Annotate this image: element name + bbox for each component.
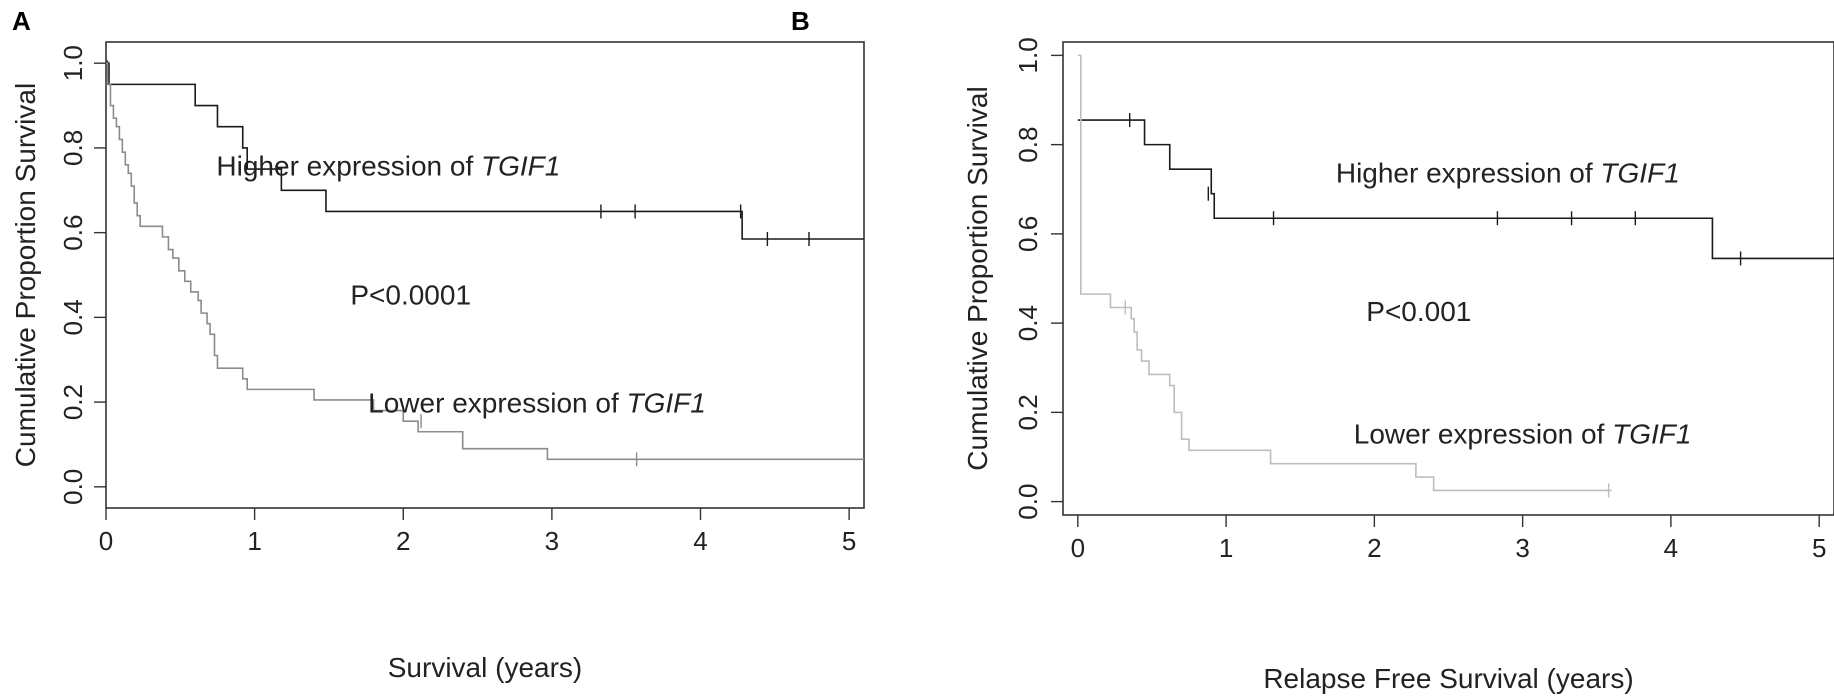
panel-b-x-tick-label: 5 <box>1812 533 1826 563</box>
panel-b-x-tick-label: 4 <box>1664 533 1678 563</box>
panel-b-y-axis-label: Cumulative Proportion Survival <box>962 86 993 470</box>
panel-b-y-tick-label: 1.0 <box>1013 37 1043 73</box>
panel-b-letter: B <box>791 6 810 36</box>
panel-a-series-lower-curve <box>106 62 864 461</box>
panel-a-annotation: Higher expression of TGIF1 <box>216 150 560 181</box>
panel-a-survival-chart: 0 1 2 3 4 5 0.0 0.2 0.4 0.6 0.8 1.0 Survival (years)… <box>10 41 865 683</box>
panel-b-y-tick-label: 0.0 <box>1013 484 1043 520</box>
panel-b-annotation: P<0.001 <box>1366 296 1471 327</box>
panel-a-x-axis-label: Survival (years) <box>388 652 582 683</box>
panel-b-y-tick-label: 0.6 <box>1013 216 1043 252</box>
panel-b-x-tick-label: 3 <box>1515 533 1529 563</box>
panel-b-x-tick-label: 1 <box>1219 533 1233 563</box>
panel-a-x-tick-label: 4 <box>693 526 707 556</box>
panel-a-letter: A <box>12 6 31 36</box>
panel-a-x-tick-label: 5 <box>842 526 856 556</box>
panel-b-y-tick-label: 0.2 <box>1013 394 1043 430</box>
panel-a-y-tick-label: 0.8 <box>58 130 88 166</box>
panel-a-y-tick-label: 0.2 <box>58 384 88 420</box>
panel-b-x-tick-label: 2 <box>1367 533 1381 563</box>
panel-a-x-tick-label: 1 <box>247 526 261 556</box>
panel-a-y-tick-label: 0.0 <box>58 469 88 505</box>
panel-b-y-tick-label: 0.8 <box>1013 127 1043 163</box>
panel-a-series-higher-curve <box>106 62 864 240</box>
panel-a-y-tick-label: 1.0 <box>58 45 88 81</box>
panel-b-series-higher-curve <box>1077 119 1834 260</box>
panel-b-relapse-free-chart: 0 1 2 3 4 5 0.0 0.2 0.4 0.6 0.8 1.0 Relapse Free Sur… <box>962 37 1834 694</box>
panel-b-annotation: Higher expression of TGIF1 <box>1336 158 1680 189</box>
panel-a-y-tick-label: 0.6 <box>58 215 88 251</box>
panel-a-annotation: P<0.0001 <box>350 280 471 311</box>
panel-a-annotation: Lower expression of TGIF1 <box>368 388 706 419</box>
panel-a-plot-frame <box>105 41 865 509</box>
panel-b-series-lower-curve <box>1077 54 1612 492</box>
panel-b-y-tick-label: 0.4 <box>1013 305 1043 341</box>
panel-a-y-axis-label: Cumulative Proportion Survival <box>10 83 41 467</box>
panel-b-plot-frame <box>1062 41 1834 516</box>
panel-a-x-tick-label: 2 <box>396 526 410 556</box>
panel-b-x-tick-label: 0 <box>1071 533 1085 563</box>
panel-b-x-axis-label: Relapse Free Survival (years) <box>1263 663 1633 694</box>
panel-a-y-tick-label: 0.4 <box>58 299 88 335</box>
panel-a-x-tick-label: 0 <box>99 526 113 556</box>
panel-b-annotation: Lower expression of TGIF1 <box>1354 419 1692 450</box>
panel-a-x-tick-label: 3 <box>545 526 559 556</box>
